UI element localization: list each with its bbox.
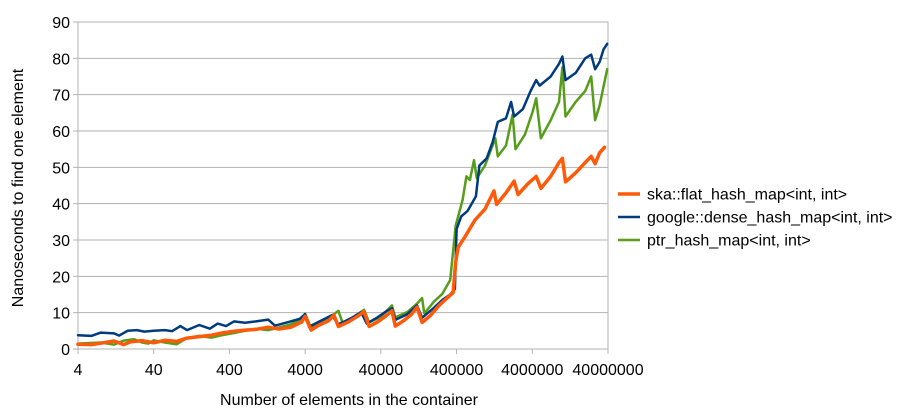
y-tick-label: 30: [52, 233, 70, 250]
y-tick-label: 0: [61, 342, 70, 359]
y-tick-label: 10: [52, 306, 70, 323]
x-tick-label: 40000000: [572, 362, 643, 379]
legend-label: ptr_hash_map<int, int>: [647, 233, 811, 250]
y-tick-label: 60: [52, 124, 70, 141]
x-axis-title: Number of elements in the container: [220, 392, 479, 409]
x-tick-label: 4: [74, 362, 83, 379]
x-tick-label: 40000: [359, 362, 404, 379]
y-tick-label: 20: [52, 269, 70, 286]
plot-area: [77, 21, 609, 350]
x-tick-label: 400: [216, 362, 243, 379]
y-tick-label: 50: [52, 160, 70, 177]
series-line-1: [76, 42, 609, 338]
y-tick-label: 80: [52, 51, 70, 68]
y-tick-label: 90: [52, 15, 70, 32]
y-axis-ticks: 0 10 20 30 40 50 60 70 80 90: [52, 15, 78, 359]
plot-frame: [77, 21, 609, 350]
x-tick-label: 400000: [430, 362, 483, 379]
series-group: [76, 42, 609, 347]
series-line-0: [76, 145, 607, 347]
y-tick-label: 40: [52, 197, 70, 214]
legend-label: google::dense_hash_map<int, int>: [647, 210, 893, 227]
x-tick-label: 4000: [287, 362, 323, 379]
y-tick-label: 70: [52, 88, 70, 105]
x-axis-ticks: 4 40 400 4000 40000 400000 4000000 40000000: [74, 349, 644, 379]
legend-label: ska::flat_hash_map<int, int>: [647, 187, 847, 204]
x-tick-label: 40: [145, 362, 163, 379]
series-line-2: [76, 66, 609, 346]
legend: ska::flat_hash_map<int, int>google::dens…: [618, 187, 893, 250]
x-tick-label: 4000000: [501, 362, 563, 379]
y-axis-title: Nanoseconds to find one element: [10, 68, 27, 307]
